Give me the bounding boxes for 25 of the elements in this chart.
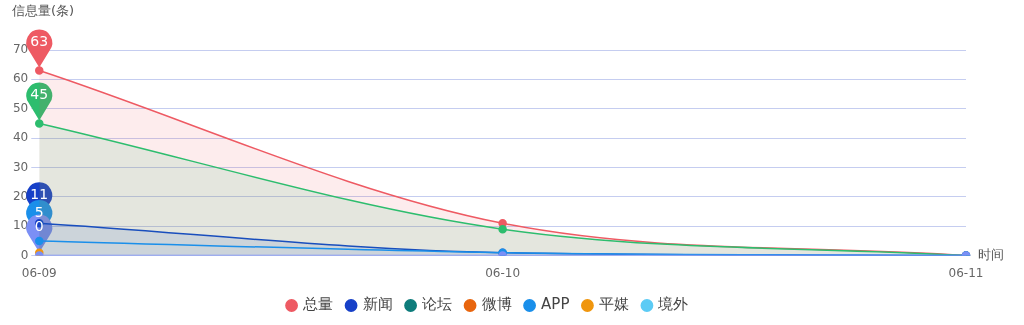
legend-label: 总量 — [302, 295, 334, 314]
legend-label: 微博 — [481, 295, 512, 314]
annotation: 0 — [34, 218, 44, 235]
legend-label: 境外 — [657, 295, 689, 314]
annotation: 63 — [30, 33, 49, 50]
legend-label: 论坛 — [422, 295, 453, 314]
x-tick-label: 06-09 — [21, 265, 57, 280]
x-tick-label: 06-11 — [948, 265, 984, 280]
legend-label: 新闻 — [362, 295, 393, 314]
legend-label: APP — [541, 295, 570, 314]
y-tick-label: 50 — [12, 100, 29, 115]
annotation: 45 — [30, 86, 49, 103]
x-axis-title: 时间 — [978, 246, 1004, 262]
y-tick-label: 40 — [12, 130, 29, 145]
annotation: 11 — [30, 185, 49, 202]
y-axis-title: 信息量(条) — [12, 2, 75, 18]
y-tick-label: 10 — [12, 218, 29, 233]
legend-label: 平媒 — [598, 295, 629, 314]
y-tick-label: 20 — [12, 188, 29, 203]
y-tick-label: 70 — [12, 42, 29, 57]
x-tick-label: 06-10 — [485, 265, 521, 280]
y-tick-label: 60 — [12, 71, 29, 86]
y-tick-label: 0 — [20, 247, 29, 262]
y-tick-label: 30 — [12, 159, 29, 174]
annotation: 5 — [34, 203, 44, 220]
